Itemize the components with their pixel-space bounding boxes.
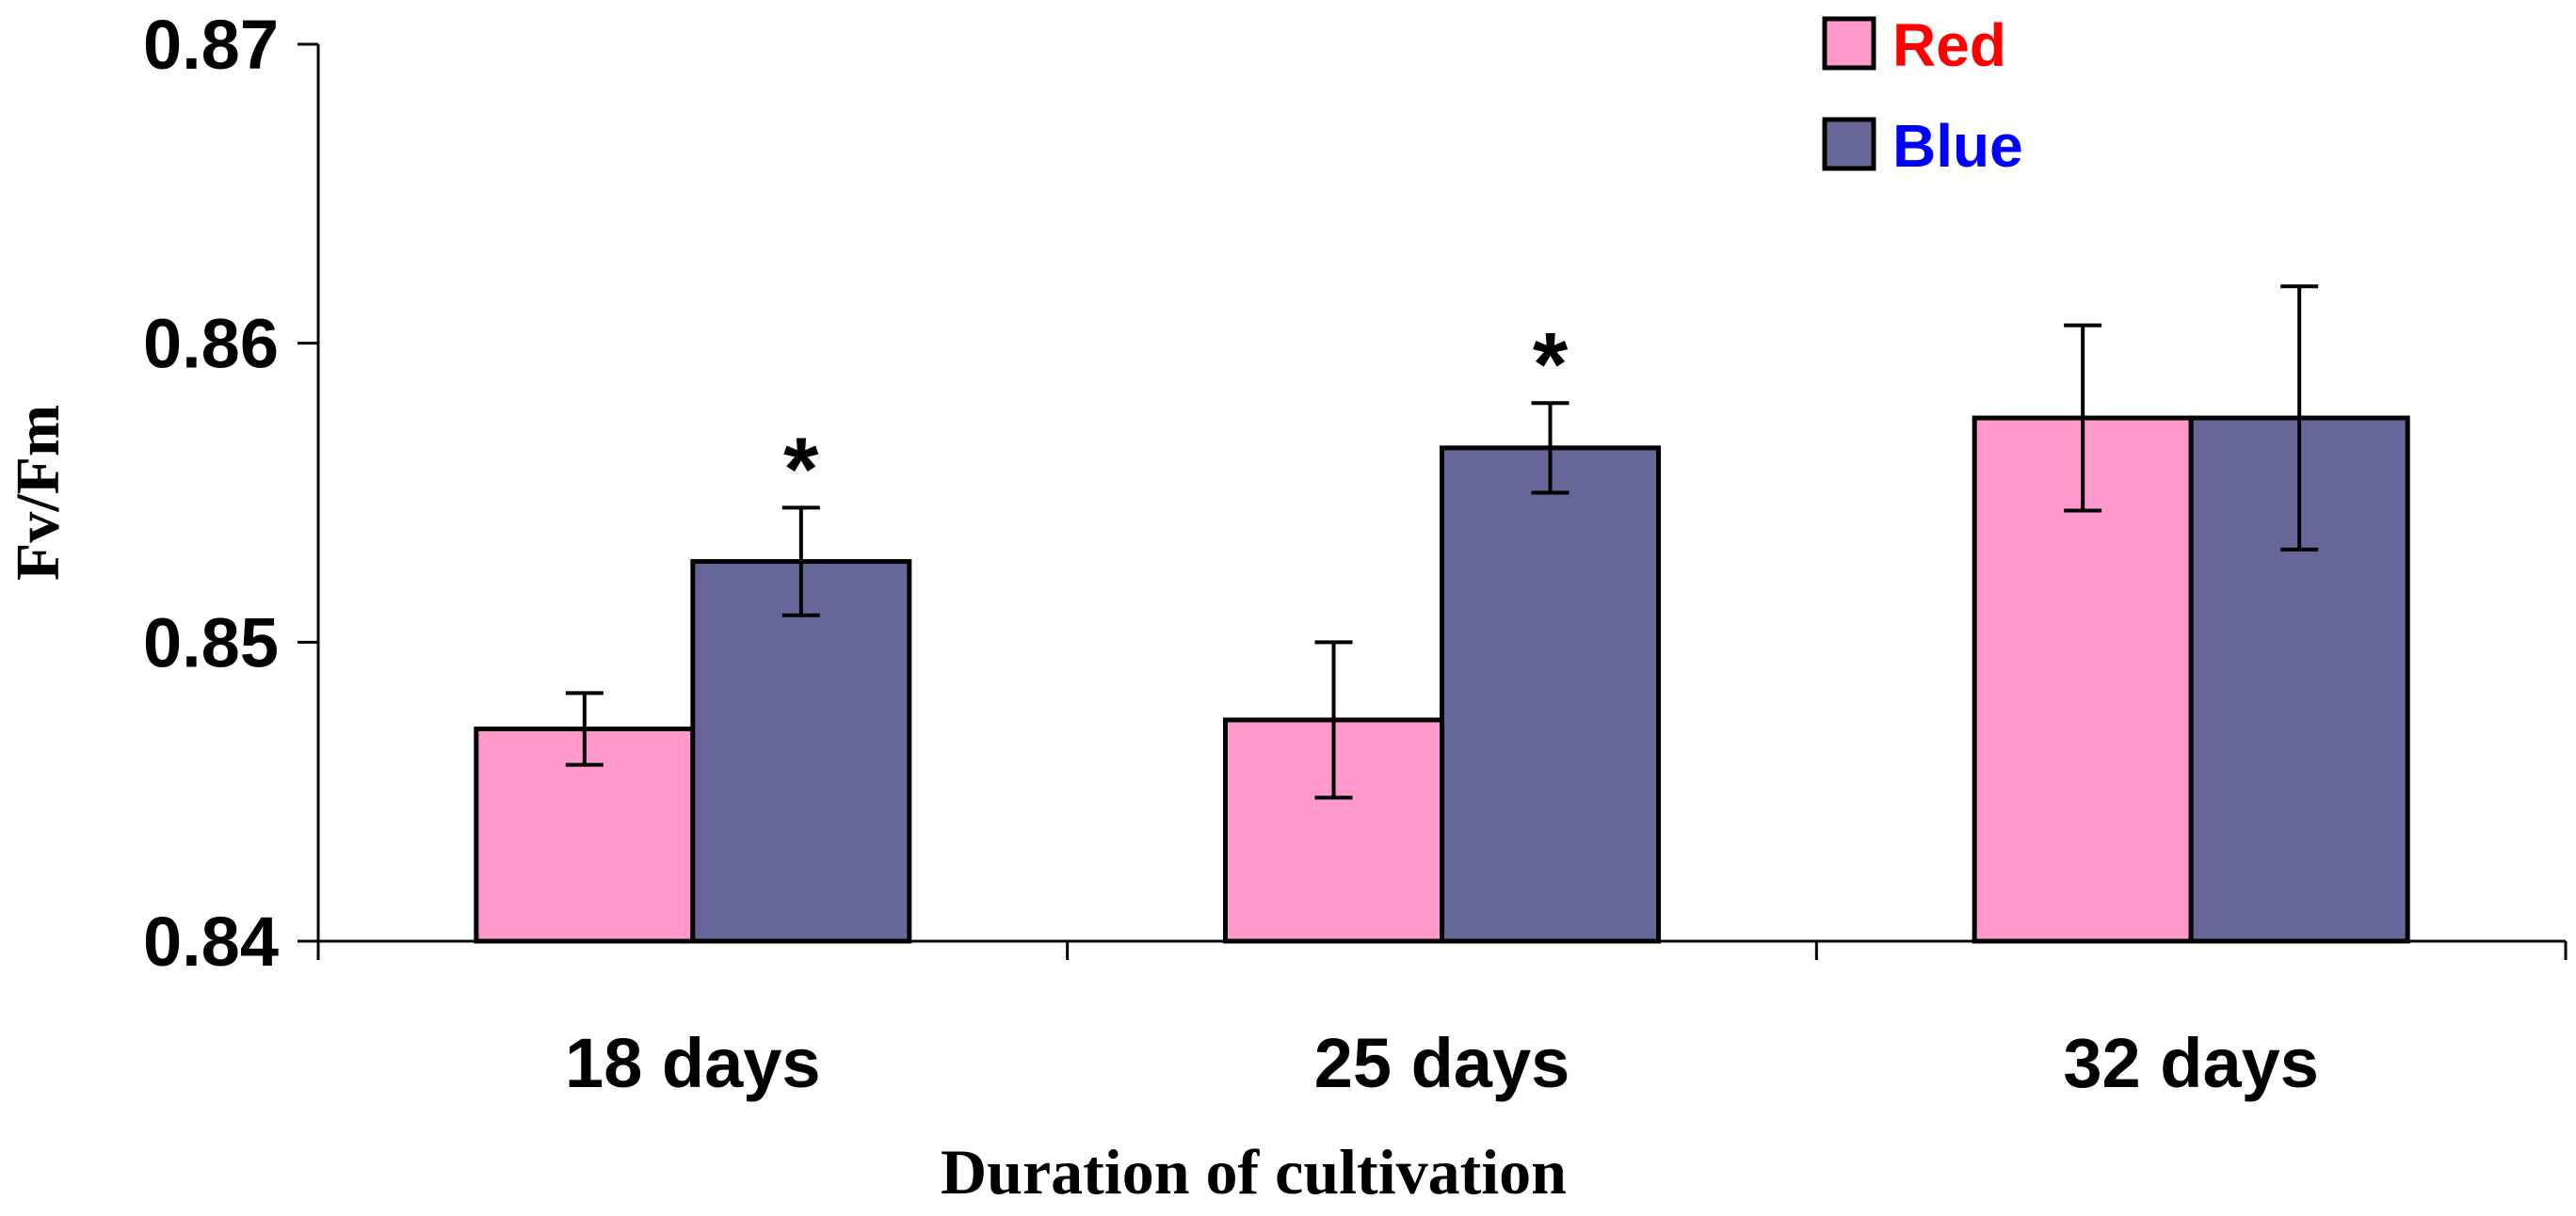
error-bars [565,284,2319,800]
bar-blue-25-days [1440,445,1661,944]
legend-swatch-blue [1822,117,1876,171]
x-axis-label: Duration of cultivation [941,1136,1567,1208]
legend-swatch-red [1822,16,1876,71]
significance-mark: * [783,419,819,520]
significance-mark: * [1533,314,1569,415]
x-tick-label: 25 days [1314,1024,1570,1102]
legend-label-blue: Blue [1892,112,2023,180]
x-tick-label: 18 days [565,1024,821,1102]
legend-label-red: Red [1892,11,2006,79]
axes: 0.84 0.85 0.86 0.87 [143,6,2568,981]
y-tick-label: 0.84 [143,903,279,981]
y-axis-label: Fv/Fm [4,405,72,581]
legend: Red Blue [1822,11,2023,180]
labels: 18 days 25 days 32 days * * Fv/Fm Duration of … [4,314,2319,1208]
y-tick-label: 0.85 [143,603,279,681]
bar-blue-18-days [690,559,912,944]
x-tick-label: 32 days [2063,1024,2319,1102]
y-tick-label: 0.86 [143,305,279,383]
bars [474,415,2410,944]
y-tick-label: 0.87 [143,6,279,84]
